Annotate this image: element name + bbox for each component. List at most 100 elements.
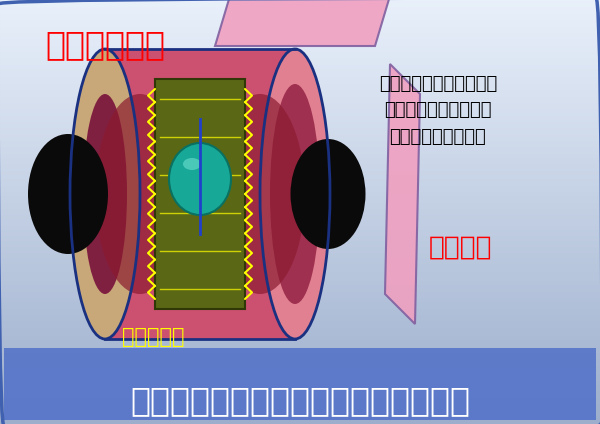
Ellipse shape (83, 94, 127, 294)
Bar (0, 110, 600, 112)
Bar (0, 38, 600, 40)
Bar (0, 276, 600, 278)
Bar (0, 57, 600, 59)
Bar (0, 271, 600, 273)
Bar (0, 392, 600, 394)
Bar (0, 2, 600, 4)
Bar (0, 273, 600, 276)
Bar (0, 195, 600, 197)
Bar (0, 182, 600, 184)
Bar (0, 373, 600, 375)
Bar (0, 244, 600, 246)
Polygon shape (385, 64, 420, 324)
Bar (0, 293, 600, 295)
Bar (0, 32, 600, 34)
Ellipse shape (290, 139, 365, 249)
Bar (0, 286, 600, 288)
Bar (0, 157, 600, 159)
Bar (0, 78, 600, 81)
Bar (0, 305, 600, 307)
Ellipse shape (270, 84, 320, 304)
Bar (0, 363, 600, 365)
Bar (0, 151, 600, 153)
Bar (0, 227, 600, 229)
Bar (0, 204, 600, 206)
Bar (0, 301, 600, 303)
Bar (0, 416, 600, 418)
Bar (0, 121, 600, 123)
Bar (0, 138, 600, 140)
Text: 傾斜磁場発生: 傾斜磁場発生 (45, 28, 165, 61)
Bar (0, 250, 600, 252)
Bar (0, 189, 600, 191)
Bar (0, 252, 600, 254)
Bar (0, 40, 600, 42)
Bar (0, 254, 600, 257)
Bar (0, 407, 600, 409)
Bar (0, 197, 600, 199)
Bar (0, 263, 600, 265)
Bar (0, 411, 600, 413)
Bar (0, 339, 600, 341)
Text: 受信信号をフーリエ変換して画像作成: 受信信号をフーリエ変換して画像作成 (130, 384, 470, 417)
Bar (0, 178, 600, 180)
Bar (0, 346, 600, 348)
Bar (0, 176, 600, 178)
Ellipse shape (183, 158, 201, 170)
Bar (0, 214, 600, 216)
Bar (0, 4, 600, 6)
Ellipse shape (215, 94, 305, 294)
Bar (0, 74, 600, 76)
Bar (0, 257, 600, 259)
Bar (0, 350, 600, 352)
Bar (0, 418, 600, 420)
Bar (0, 129, 600, 131)
Bar (0, 104, 600, 106)
Bar (0, 146, 600, 148)
Bar (0, 235, 600, 237)
Bar (0, 367, 600, 369)
Bar (0, 343, 600, 346)
Ellipse shape (95, 94, 185, 294)
Bar (0, 83, 600, 85)
Bar (0, 59, 600, 61)
Bar (0, 163, 600, 165)
Bar (0, 388, 600, 390)
Bar (0, 356, 600, 358)
Bar (0, 36, 600, 38)
Bar (0, 384, 600, 386)
Bar (0, 53, 600, 55)
Bar (0, 269, 600, 271)
Bar (0, 153, 600, 155)
Text: ＭＲＩ信号: ＭＲＩ信号 (122, 327, 184, 347)
Bar (0, 223, 600, 225)
Bar (0, 131, 600, 134)
Bar (0, 331, 600, 333)
Bar (0, 34, 600, 36)
Bar (0, 165, 600, 167)
Bar (0, 282, 600, 284)
Bar (0, 61, 600, 64)
Bar (0, 409, 600, 411)
Bar (0, 337, 600, 339)
Bar (0, 322, 600, 324)
Bar (0, 174, 600, 176)
Bar (0, 231, 600, 233)
Bar (0, 68, 600, 70)
Bar (0, 64, 600, 66)
Bar (0, 87, 600, 89)
Bar (0, 212, 600, 214)
Bar (0, 379, 600, 382)
Bar (0, 47, 600, 49)
Bar (0, 240, 600, 242)
Bar (0, 93, 600, 95)
Bar (0, 348, 600, 350)
Bar (0, 72, 600, 74)
Bar (0, 13, 600, 15)
Bar (0, 81, 600, 83)
Bar (0, 288, 600, 290)
Bar (0, 95, 600, 98)
Bar (0, 333, 600, 335)
Bar (0, 278, 600, 280)
Bar (0, 0, 600, 2)
